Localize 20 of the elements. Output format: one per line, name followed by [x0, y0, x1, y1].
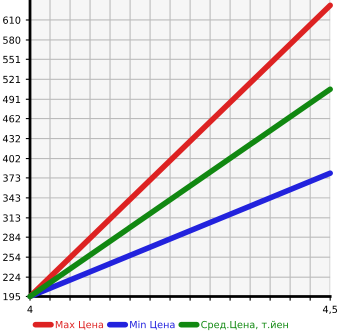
y-tick-label: 284: [3, 234, 20, 242]
legend-label: Min Цена: [130, 320, 175, 330]
y-tick-label: 343: [3, 194, 20, 202]
y-tick-label: 402: [2, 155, 20, 162]
x-tick-label: 4,5: [322, 306, 338, 314]
y-tick-label: 313: [3, 214, 20, 222]
legend-label: Max Цена: [56, 321, 104, 330]
y-tick-label: 373: [3, 174, 20, 182]
legend-label: Сред.Цена, т.йен: [201, 320, 288, 330]
y-tick-label: 254: [3, 254, 20, 261]
y-tick-label: 491: [2, 96, 20, 104]
y-tick-label: 551: [3, 56, 20, 64]
y-tick-label: 432: [2, 135, 20, 142]
y-tick-label: 521: [3, 76, 20, 84]
y-tick-label: 462: [2, 115, 20, 122]
y-tick-label: 195: [4, 292, 20, 300]
y-tick-label: 580: [3, 36, 20, 44]
x-tick-label: 4: [27, 306, 33, 313]
y-tick-label: 224: [3, 274, 20, 281]
y-tick-label: 610: [3, 16, 20, 24]
